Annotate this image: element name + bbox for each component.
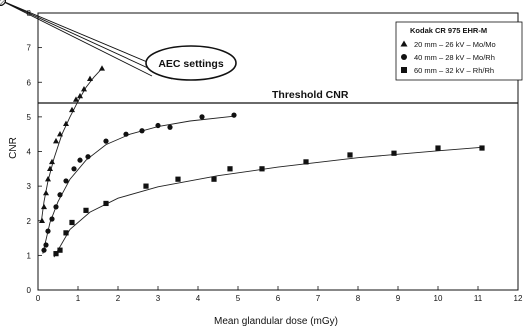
data-point-circle — [139, 128, 145, 134]
x-tick-label: 2 — [116, 294, 121, 303]
x-tick-label: 12 — [514, 294, 523, 303]
data-point-triangle — [87, 75, 93, 81]
y-tick-label: 1 — [27, 251, 32, 260]
x-tick-label: 8 — [356, 294, 361, 303]
data-point-square — [391, 150, 397, 156]
data-point-square — [175, 176, 181, 182]
legend-entry-3-label: 60 mm – 32 kV – Rh/Rh — [414, 66, 494, 75]
data-point-square — [69, 219, 75, 226]
data-point-circle — [53, 204, 59, 210]
data-point-circle — [63, 178, 69, 184]
data-point-square — [53, 251, 59, 257]
data-point-triangle — [39, 217, 45, 223]
data-point-square — [63, 230, 69, 236]
data-point-triangle — [41, 203, 47, 210]
aec-settings-label: AEC settings — [158, 58, 224, 70]
callout-leader-line — [0, 0, 153, 77]
data-point-circle — [85, 154, 91, 160]
x-tick-label: 11 — [474, 294, 483, 303]
data-point-square — [143, 183, 149, 189]
data-point-square — [83, 207, 89, 213]
threshold-label: Threshold CNR — [272, 89, 349, 101]
x-tick-label: 3 — [156, 294, 161, 303]
data-point-triangle — [53, 137, 59, 144]
aec-settings-callout — [145, 45, 237, 81]
data-point-triangle — [69, 106, 75, 113]
data-point-triangle — [45, 176, 51, 182]
data-point-triangle — [57, 130, 63, 137]
data-point-triangle — [63, 120, 69, 126]
data-point-circle — [45, 228, 51, 234]
legend-square-marker — [401, 67, 407, 73]
data-point-triangle — [43, 189, 49, 196]
data-point-square — [479, 145, 485, 151]
y-tick-label: 4 — [27, 148, 32, 157]
data-point-triangle — [73, 96, 79, 102]
x-tick-label: 7 — [316, 294, 321, 303]
legend-entry-1-label: 20 mm – 26 kV – Mo/Mo — [414, 40, 496, 49]
y-axis-label: CNR — [8, 137, 19, 159]
data-point-square — [211, 176, 217, 182]
data-point-circle — [43, 242, 49, 248]
x-tick-label: 1 — [76, 294, 81, 303]
x-tick-label: 4 — [196, 294, 201, 303]
y-tick-label: 2 — [27, 217, 32, 226]
fit-curve-triangle — [40, 68, 103, 223]
data-point-circle — [57, 192, 63, 198]
fit-curve-circle — [42, 115, 235, 254]
data-point-circle — [199, 114, 205, 120]
data-point-circle — [71, 166, 77, 172]
legend: Kodak CR 975 EHR-M 20 mm – 26 kV – Mo/Mo… — [395, 21, 523, 81]
data-point-triangle — [77, 92, 83, 99]
data-point-square — [303, 159, 309, 165]
data-point-square — [259, 166, 265, 172]
data-point-triangle — [81, 85, 87, 92]
data-point-square — [435, 145, 441, 151]
data-point-triangle — [47, 165, 53, 172]
data-point-square — [57, 247, 63, 253]
legend-title: Kodak CR 975 EHR-M — [410, 26, 487, 35]
data-point-circle — [49, 216, 55, 222]
data-point-square — [347, 152, 353, 158]
callout-leader-line — [0, 0, 173, 80]
data-point-circle — [155, 122, 161, 129]
data-point-circle — [77, 157, 83, 163]
data-point-triangle — [49, 158, 55, 165]
data-point-circle — [103, 138, 109, 144]
x-tick-label: 10 — [434, 294, 443, 303]
data-point-circle — [41, 247, 47, 253]
x-tick-label: 6 — [276, 294, 281, 303]
data-point-circle — [167, 124, 173, 130]
legend-entry-2-label: 40 mm – 28 kV – Mo/Rh — [414, 53, 495, 62]
aec-setting-marker — [0, 0, 6, 6]
y-tick-label: 5 — [27, 113, 32, 122]
legend-triangle-marker — [400, 40, 408, 47]
legend-circle-marker — [401, 54, 407, 60]
y-tick-label: 0 — [27, 286, 32, 295]
fit-curve-square — [53, 146, 483, 258]
x-axis-label: Mean glandular dose (mGy) — [214, 316, 338, 327]
y-tick-label: 3 — [27, 182, 32, 191]
y-tick-label: 7 — [27, 44, 32, 53]
y-tick-label: 6 — [27, 78, 32, 87]
data-point-square — [227, 166, 233, 172]
legend-frame — [395, 21, 523, 81]
x-tick-label: 5 — [236, 294, 241, 303]
x-tick-label: 9 — [396, 294, 401, 303]
data-point-triangle — [99, 65, 105, 71]
data-point-circle — [123, 131, 129, 137]
data-point-square — [103, 200, 109, 207]
data-point-circle — [231, 112, 237, 118]
x-tick-label: 0 — [36, 294, 41, 303]
